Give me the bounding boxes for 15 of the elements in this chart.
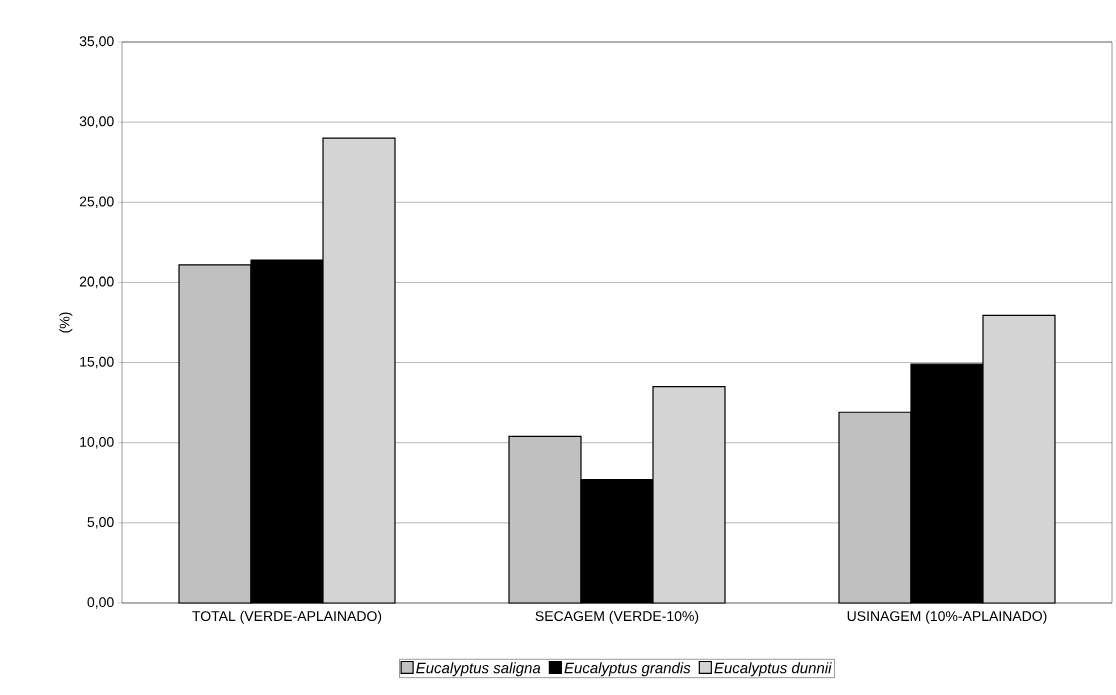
y-axis-title: (%) <box>59 312 73 333</box>
y-tick-label: 35,00 <box>79 36 114 48</box>
legend-label: Eucalyptus saligna <box>416 662 541 677</box>
x-tick-label: SECAGEM (VERDE-10%) <box>535 610 699 624</box>
y-tick-label: 5,00 <box>87 517 114 529</box>
x-tick-label: USINAGEM (10%-APLAINADO) <box>847 610 1047 624</box>
x-tick-label: TOTAL (VERDE-APLAINADO) <box>192 610 382 624</box>
y-tick-label: 0,00 <box>87 597 114 609</box>
y-tick-label: 15,00 <box>80 356 114 369</box>
legend-label: Eucalyptus grandis <box>564 662 691 677</box>
legend-label: Eucalyptus dunnii <box>714 662 832 677</box>
y-tick-label: 20,00 <box>79 276 114 289</box>
y-tick-label: 10,00 <box>80 436 114 449</box>
y-tick-label: 25,00 <box>79 196 114 209</box>
y-tick-label: 30,00 <box>79 116 114 128</box>
